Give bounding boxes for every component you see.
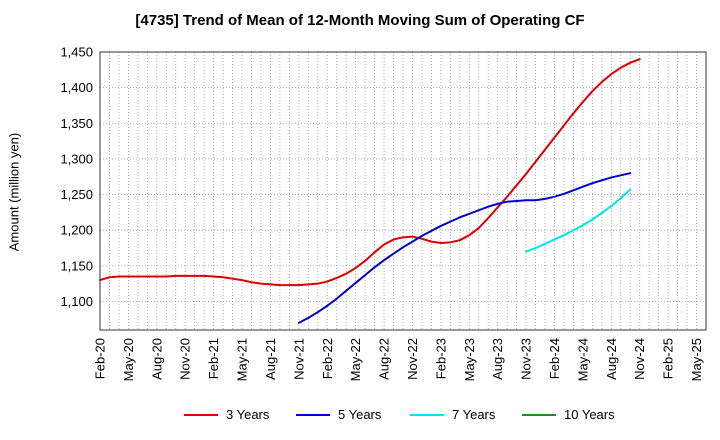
legend-swatch bbox=[184, 414, 218, 416]
x-tick-label: Aug-24 bbox=[604, 338, 619, 380]
legend-label: 10 Years bbox=[564, 407, 615, 422]
y-tick-label: 1,150 bbox=[60, 258, 93, 273]
x-tick-label: Nov-22 bbox=[405, 338, 420, 380]
series-line-3-years bbox=[99, 58, 641, 287]
chart-title: [4735] Trend of Mean of 12-Month Moving … bbox=[135, 12, 585, 29]
x-tick-label: May-20 bbox=[121, 338, 136, 381]
x-tick-label: Nov-23 bbox=[519, 338, 534, 380]
x-tick-label: Feb-23 bbox=[433, 338, 448, 379]
x-tick-label: Feb-25 bbox=[661, 338, 676, 379]
y-tick-label: 1,450 bbox=[60, 45, 93, 60]
x-tick-label: May-22 bbox=[348, 338, 363, 381]
x-tick-label: Aug-21 bbox=[263, 338, 278, 380]
x-tick-label: Nov-20 bbox=[178, 338, 193, 380]
series-line-7-years bbox=[525, 188, 632, 253]
x-tick-label: May-24 bbox=[575, 338, 590, 381]
x-tick-label: Aug-20 bbox=[149, 338, 164, 380]
x-tick-label: May-25 bbox=[689, 338, 704, 381]
x-tick-label: Feb-24 bbox=[547, 338, 562, 379]
series-line-5-years bbox=[297, 172, 632, 324]
y-tick-label: 1,200 bbox=[60, 223, 93, 238]
y-tick-label: 1,400 bbox=[60, 80, 93, 95]
plot-frame bbox=[99, 51, 707, 331]
legend-label: 7 Years bbox=[452, 407, 496, 422]
y-axis-ticks: 1,100 1,150 1,200 1,250 1,300 1,350 1,400 1,450 bbox=[60, 45, 93, 309]
x-tick-label: May-21 bbox=[235, 338, 250, 381]
legend: 3 Years 5 Years 7 Years 10 Years bbox=[0, 404, 720, 426]
x-tick-label: Feb-21 bbox=[206, 338, 221, 379]
legend-swatch bbox=[410, 414, 444, 416]
x-tick-label: Feb-22 bbox=[320, 338, 335, 379]
grid-lines bbox=[100, 52, 706, 330]
x-tick-label: Aug-23 bbox=[490, 338, 505, 380]
x-tick-label: Nov-21 bbox=[291, 338, 306, 380]
y-tick-label: 1,250 bbox=[60, 187, 93, 202]
x-tick-label: May-23 bbox=[462, 338, 477, 381]
legend-label: 3 Years bbox=[226, 407, 270, 422]
legend-label: 5 Years bbox=[338, 407, 382, 422]
x-axis-ticks: Feb-20 May-20 Aug-20 Nov-20 Feb-21 May-21 Aug-… bbox=[93, 338, 705, 381]
y-tick-label: 1,350 bbox=[60, 116, 93, 131]
series-lines bbox=[99, 58, 641, 324]
legend-swatch bbox=[296, 414, 330, 416]
x-tick-label: Feb-20 bbox=[93, 338, 108, 379]
y-tick-label: 1,100 bbox=[60, 294, 93, 309]
legend-swatch bbox=[522, 414, 556, 416]
x-tick-label: Aug-22 bbox=[377, 338, 392, 380]
y-tick-label: 1,300 bbox=[60, 151, 93, 166]
x-tick-label: Nov-24 bbox=[632, 338, 647, 380]
